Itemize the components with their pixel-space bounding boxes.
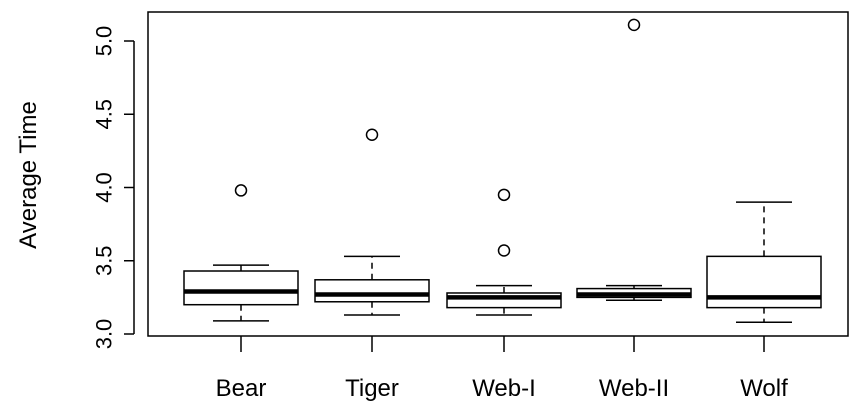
x-tick-label: Wolf xyxy=(740,375,788,402)
box-series xyxy=(183,18,822,324)
y-tick-label: 4.5 xyxy=(92,99,117,130)
y-tick-label: 3.5 xyxy=(92,245,117,276)
x-tick-label: Web-II xyxy=(599,375,669,402)
y-tick-label: 3.0 xyxy=(92,319,117,350)
x-tick-label: Tiger xyxy=(345,375,399,402)
x-tick-label: Web-I xyxy=(472,375,536,402)
plot-frame xyxy=(147,11,849,337)
y-tick-label: 5.0 xyxy=(92,26,117,57)
box-web-i xyxy=(446,188,562,316)
outlier-point xyxy=(365,128,379,142)
iqr-box xyxy=(314,279,430,303)
x-tick-label: Bear xyxy=(216,375,267,402)
box-bear xyxy=(183,184,299,322)
y-axis-title: Average Time xyxy=(15,101,42,249)
iqr-box xyxy=(706,255,822,309)
outlier-point xyxy=(497,244,511,257)
box-tiger xyxy=(314,128,430,316)
iqr-box xyxy=(183,270,299,306)
outlier-point xyxy=(497,188,511,202)
outlier-point xyxy=(627,18,641,32)
outlier-point xyxy=(234,184,248,197)
box-web-ii xyxy=(576,18,692,302)
y-axis-ticks: 3.0 3.5 4.0 4.5 5.0 xyxy=(92,26,134,350)
box-wolf xyxy=(706,201,822,324)
x-axis-ticks: Bear Tiger Web-I Web-II Wolf xyxy=(216,336,788,402)
y-tick-label: 4.0 xyxy=(92,172,117,203)
